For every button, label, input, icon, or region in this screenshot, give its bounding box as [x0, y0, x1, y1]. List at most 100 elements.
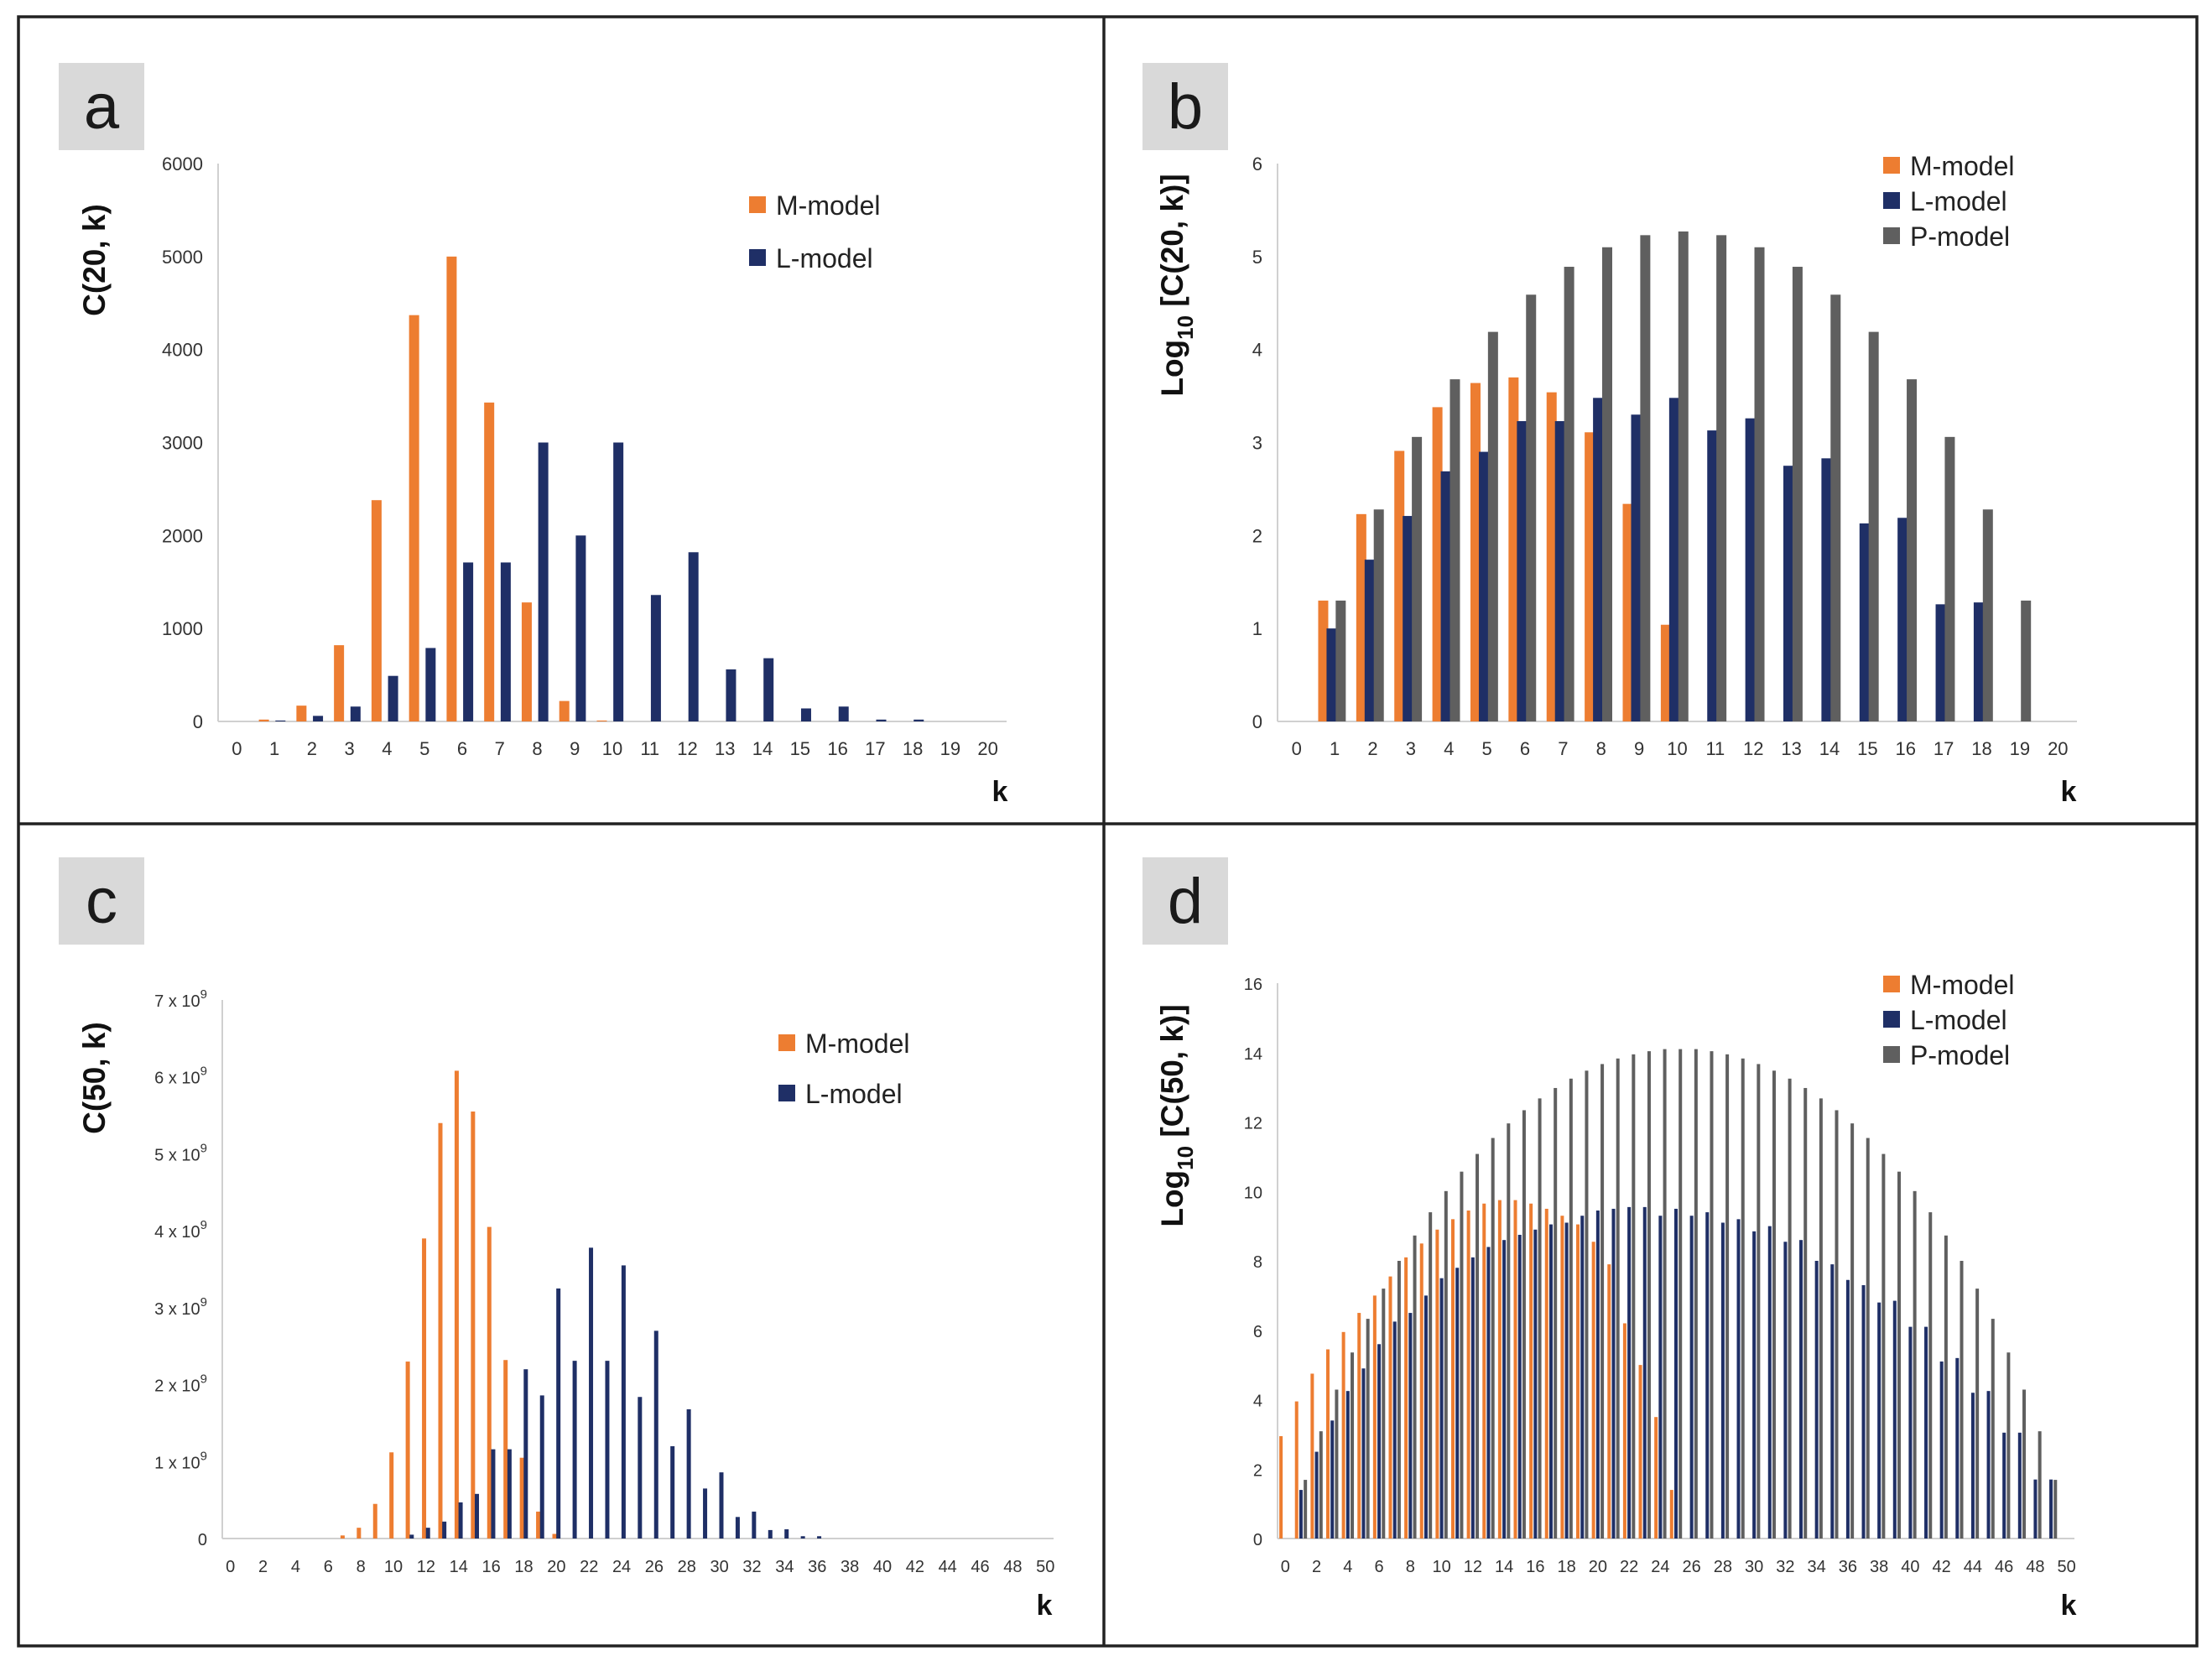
bar-p-model	[1788, 1078, 1792, 1539]
x-tick-label: 11	[640, 738, 659, 759]
x-tick-label: 10	[602, 738, 622, 759]
bar-l-model	[688, 552, 699, 721]
bar-m-model	[454, 1070, 459, 1539]
x-tick-label: 2	[307, 738, 317, 759]
bar-l-model	[1736, 1219, 1741, 1539]
bar-l-model	[1403, 516, 1413, 721]
bar-p-model	[1564, 267, 1574, 721]
y-tick-label: 0	[193, 711, 203, 732]
bar-m-model	[1607, 1264, 1611, 1539]
x-tick-label: 14	[1819, 738, 1840, 759]
x-tick-label: 4	[291, 1558, 300, 1576]
bar-p-model	[2038, 1431, 2042, 1539]
bar-p-model	[1975, 1289, 1980, 1539]
bar-p-model	[1663, 1049, 1667, 1539]
bar-m-model	[1576, 1224, 1580, 1539]
bar-l-model	[1939, 1361, 1944, 1539]
y-tick-label: 5	[1252, 247, 1262, 268]
x-tick-label: 7	[495, 738, 505, 759]
bar-l-model	[1517, 421, 1528, 721]
bar-l-model	[1707, 430, 1718, 721]
bar-l-model	[703, 1488, 708, 1539]
y-tick-label: 10	[1244, 1184, 1262, 1202]
x-tick-label: 28	[678, 1558, 696, 1576]
bar-l-model	[1821, 458, 1832, 721]
bar-m-model	[1466, 1211, 1470, 1539]
bar-l-model	[1554, 421, 1565, 721]
y-axis-title: Log10 [C(50, k)]	[1155, 1004, 1198, 1226]
bar-m-model	[1622, 503, 1633, 721]
bar-p-model	[1835, 1110, 1839, 1539]
y-tick-exponent: 9	[200, 1065, 207, 1079]
svg-text:c: c	[86, 866, 117, 937]
x-tick-label: 13	[1781, 738, 1801, 759]
x-tick-label: 14	[752, 738, 773, 759]
legend-swatch	[1883, 192, 1900, 209]
bar-l-model	[500, 562, 511, 721]
bar-l-model	[1564, 1222, 1569, 1539]
legend-swatch	[1883, 157, 1900, 174]
legend-swatch	[1883, 227, 1900, 244]
bar-l-model	[1502, 1240, 1507, 1539]
x-tick-label: 6	[324, 1558, 333, 1576]
x-tick-label: 19	[2010, 738, 2030, 759]
bar-l-model	[1314, 1451, 1319, 1539]
x-tick-label: 38	[841, 1558, 859, 1576]
bar-l-model	[817, 1536, 822, 1539]
bar-p-model	[1569, 1078, 1573, 1539]
bar-p-model	[1725, 1054, 1730, 1539]
bar-l-model	[768, 1529, 773, 1539]
legend-label: M-model	[776, 190, 880, 221]
x-tick-label: 1	[269, 738, 279, 759]
bar-l-model	[1861, 1284, 1866, 1539]
bar-l-model	[589, 1247, 594, 1539]
x-tick-label: 42	[906, 1558, 924, 1576]
bar-p-model	[1944, 1235, 1948, 1539]
y-tick-label: 3	[1252, 433, 1262, 454]
bar-m-model	[1544, 1208, 1548, 1539]
bar-l-model	[1877, 1302, 1882, 1539]
chart-c: 0 1 x 109 2 x 109 3 x 109 4 x 109 5 x 109 6 x …	[77, 987, 1054, 1622]
legend-swatch	[749, 196, 766, 213]
bar-p-model	[1335, 600, 1346, 721]
bar-m-model	[296, 706, 307, 721]
panel-c-label: c	[59, 857, 144, 945]
bar-l-model	[350, 706, 361, 721]
bar-p-model	[1982, 509, 1993, 721]
bar-l-model	[752, 1511, 757, 1539]
bar-l-model	[653, 1330, 658, 1539]
bar-m-model	[1404, 1257, 1408, 1539]
bar-m-model	[1497, 1200, 1502, 1539]
bar-l-model	[523, 1369, 528, 1539]
bar-p-model	[1866, 1138, 1870, 1539]
x-tick-label: 2	[1367, 738, 1377, 759]
bar-p-model	[2053, 1480, 2058, 1539]
x-tick-label: 9	[570, 738, 580, 759]
bar-l-model	[1533, 1229, 1538, 1539]
bar-m-model	[357, 1528, 362, 1539]
bar-l-model	[1517, 1234, 1522, 1539]
bar-m-model	[1669, 1490, 1673, 1539]
x-tick-label: 3	[1406, 738, 1416, 759]
bar-p-model	[1460, 1171, 1464, 1539]
svg-text:a: a	[84, 71, 120, 143]
y-tick-label: 1000	[162, 618, 203, 639]
bar-m-model	[1357, 1313, 1361, 1539]
bar-p-model	[1819, 1098, 1823, 1539]
bar-m-model	[1591, 1242, 1595, 1539]
legend-swatch	[1883, 1046, 1900, 1063]
bar-m-model	[1622, 1323, 1626, 1539]
x-tick-label: 28	[1714, 1558, 1732, 1576]
bar-m-model	[1560, 1216, 1564, 1539]
bar-l-model	[719, 1472, 724, 1539]
x-tick-label: 5	[419, 738, 429, 759]
x-tick-label: 22	[1620, 1558, 1638, 1576]
x-tick-label: 8	[357, 1558, 366, 1576]
bar-l-model	[1611, 1208, 1616, 1539]
x-tick-label: 15	[790, 738, 810, 759]
bar-l-model	[913, 719, 924, 721]
bar-m-model	[1529, 1203, 1533, 1539]
bar-l-model	[507, 1449, 512, 1539]
